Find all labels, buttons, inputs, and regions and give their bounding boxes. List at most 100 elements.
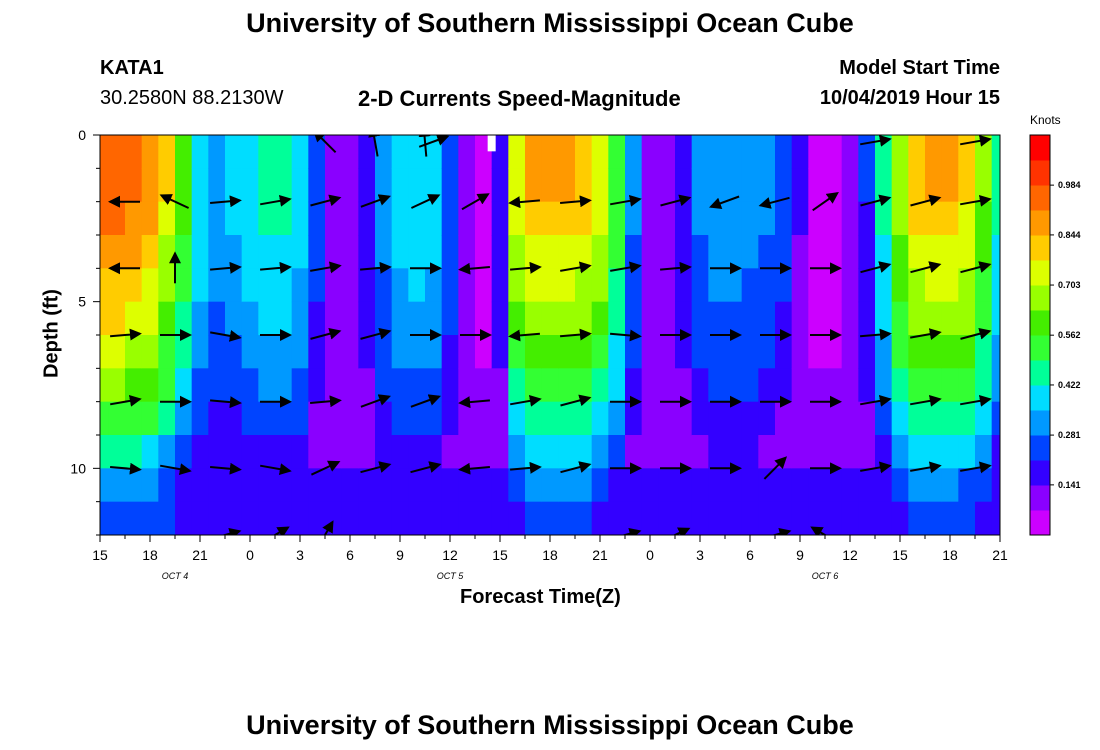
heatmap-cell xyxy=(475,368,493,403)
heatmap-cell xyxy=(558,401,576,436)
heatmap-cell xyxy=(408,301,426,336)
heatmap-cell xyxy=(125,401,143,436)
heatmap-cell xyxy=(975,168,993,203)
heatmap-cell xyxy=(258,268,276,303)
heatmap-cell xyxy=(991,435,1000,469)
heatmap-cell xyxy=(708,135,726,169)
heatmap-cell xyxy=(558,168,576,203)
colorbar-swatch xyxy=(1030,235,1050,261)
heatmap-cell xyxy=(808,401,826,436)
heatmap-cell xyxy=(741,501,759,535)
current-arrow xyxy=(860,261,892,274)
heatmap-cell xyxy=(841,201,859,236)
heatmap-cell xyxy=(575,301,593,336)
heatmap-cell xyxy=(858,235,876,269)
heatmap-cell xyxy=(691,468,709,503)
heatmap-cell xyxy=(458,368,476,403)
heatmap-cell xyxy=(425,168,443,203)
heatmap-cell xyxy=(125,368,143,403)
heatmap-cell xyxy=(591,368,609,403)
x-tick-label: 18 xyxy=(542,547,558,563)
colorbar-swatch xyxy=(1030,485,1050,511)
heatmap-cell xyxy=(491,268,509,303)
heatmap-cell xyxy=(391,201,409,236)
heatmap-cell xyxy=(725,335,743,369)
heatmap-cell xyxy=(958,168,976,203)
heatmap-cell xyxy=(241,268,259,303)
heatmap-cell xyxy=(791,235,809,269)
heatmap-cell xyxy=(291,168,309,203)
current-arrow xyxy=(110,394,142,407)
heatmap-cell xyxy=(441,335,459,369)
heatmap-cell xyxy=(975,301,993,336)
current-arrow xyxy=(210,462,242,475)
heatmap-cell xyxy=(275,368,293,403)
heatmap-cell xyxy=(558,201,576,236)
y-axis-label: Depth (ft) xyxy=(40,289,63,378)
heatmap-cell xyxy=(675,368,693,403)
heatmap-cell xyxy=(291,335,309,369)
heatmap-cell xyxy=(341,368,359,403)
heatmap-cell xyxy=(925,201,943,236)
heatmap-cell xyxy=(491,401,509,436)
colorbar-swatch xyxy=(1030,410,1050,436)
heatmap-cell xyxy=(441,435,459,469)
colorbar-tick-label: 0.844 xyxy=(1058,230,1081,240)
current-arrow xyxy=(260,463,292,476)
heatmap-cell xyxy=(675,235,693,269)
heatmap-cell xyxy=(158,335,176,369)
station-id: KATA1 xyxy=(100,57,164,79)
station-coords: 30.2580N 88.2130W xyxy=(100,87,284,109)
heatmap-cell xyxy=(141,201,159,236)
heatmap-cell xyxy=(108,135,126,169)
heatmap-cell xyxy=(408,235,426,269)
heatmap-cell xyxy=(925,168,943,203)
heatmap-cell xyxy=(941,168,959,203)
heatmap-cell xyxy=(125,335,143,369)
heatmap-cell xyxy=(275,435,293,469)
current-arrow xyxy=(660,194,692,207)
heatmap-cell xyxy=(108,501,126,535)
heatmap-cell xyxy=(991,401,1000,436)
heatmap-cell xyxy=(158,201,176,236)
heatmap-cell xyxy=(891,368,909,403)
heatmap-cell xyxy=(508,235,526,269)
heatmap-cell xyxy=(558,301,576,336)
heatmap-cell xyxy=(425,401,443,436)
heatmap-cell xyxy=(741,301,759,336)
heatmap-cell xyxy=(875,401,893,436)
heatmap-cell xyxy=(958,501,976,535)
heatmap-cell xyxy=(941,468,959,503)
heatmap-cell xyxy=(725,368,743,403)
current-arrow xyxy=(960,394,992,407)
heatmap-cell xyxy=(491,201,509,236)
heatmap-cell xyxy=(725,201,743,236)
heatmap-cell xyxy=(308,435,326,469)
x-tick-label: 0 xyxy=(246,547,254,563)
heatmap-cell xyxy=(841,401,859,436)
heatmap-cell xyxy=(358,201,376,236)
colorbar-swatch xyxy=(1030,510,1050,536)
heatmap-cell xyxy=(858,435,876,469)
heatmap-cell xyxy=(775,168,793,203)
heatmap-cell xyxy=(575,135,593,169)
heatmap-cell xyxy=(808,301,826,336)
heatmap-cell xyxy=(891,168,909,203)
heatmap-cell xyxy=(525,168,543,203)
heatmap-cell xyxy=(308,201,326,236)
heatmap-cell xyxy=(925,335,943,369)
heatmap-cell xyxy=(641,368,659,403)
heatmap-cell xyxy=(808,235,826,269)
heatmap-cell xyxy=(158,368,176,403)
heatmap-cell xyxy=(858,135,876,169)
heatmap-cell xyxy=(625,435,643,469)
heatmap-cell xyxy=(691,201,709,236)
colorbar-tick-label: 0.422 xyxy=(1058,380,1081,390)
heatmap-cell xyxy=(675,168,693,203)
heatmap-cell xyxy=(558,501,576,535)
heatmap-cell xyxy=(100,435,109,469)
heatmap-cell xyxy=(625,401,643,436)
model-start-label: Model Start Time xyxy=(839,57,1000,79)
current-arrow xyxy=(660,261,692,274)
